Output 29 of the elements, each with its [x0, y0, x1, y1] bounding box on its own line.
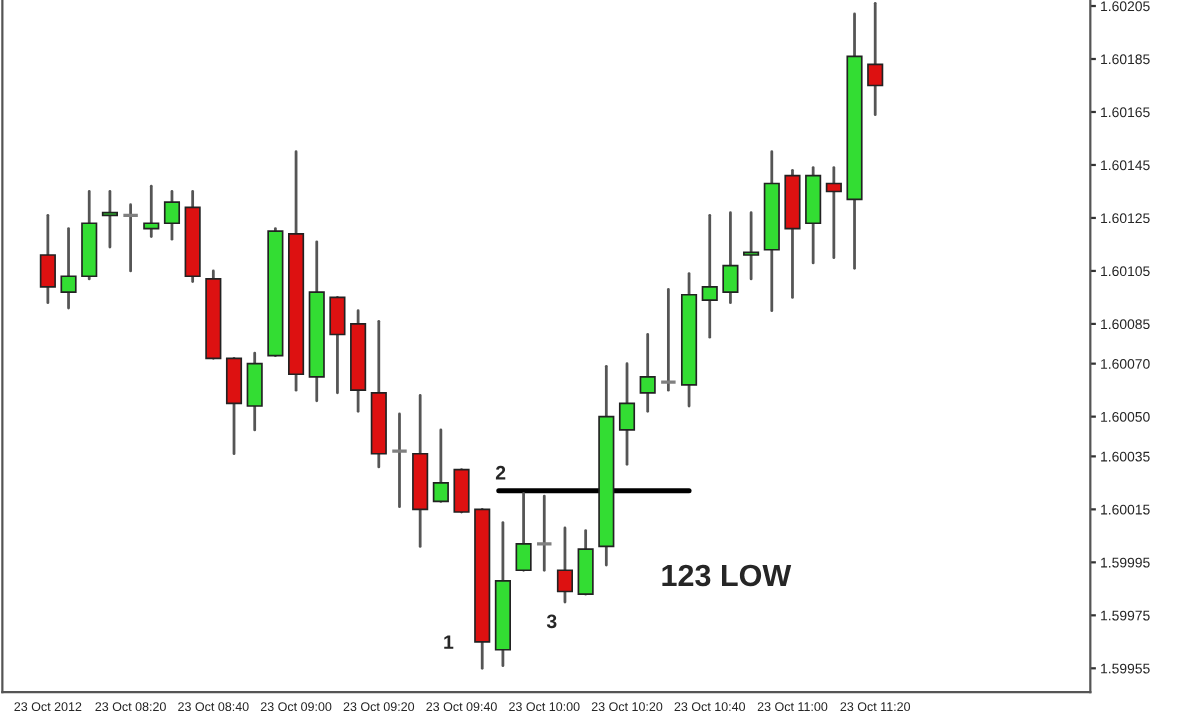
candlestick	[805, 166, 822, 265]
candlestick	[743, 211, 760, 281]
candlestick	[535, 494, 554, 572]
candlestick	[659, 288, 678, 392]
candlestick	[556, 526, 574, 604]
candlestick	[722, 211, 739, 305]
candlestick	[867, 1, 884, 117]
candlestick	[246, 351, 263, 432]
annotation: 1	[444, 635, 454, 649]
candlestick	[453, 468, 470, 514]
annotation: 3	[546, 614, 557, 629]
candlestick	[618, 362, 636, 466]
candlestick	[329, 296, 346, 395]
annotation: 123 LOW	[662, 564, 792, 587]
candlestick	[39, 213, 56, 305]
candlestick	[390, 412, 409, 509]
candlestick	[225, 356, 243, 456]
candlestick	[60, 227, 77, 310]
annotation: 2	[495, 465, 506, 480]
candlestick	[825, 166, 842, 260]
candlestick	[701, 213, 718, 339]
candlestick	[143, 184, 160, 238]
candlestick	[432, 428, 449, 503]
candlestick	[101, 190, 118, 249]
candlestick	[577, 529, 594, 596]
candlestick	[515, 492, 532, 572]
candlestick	[639, 333, 656, 413]
candlestick	[163, 190, 181, 241]
candlestick	[121, 203, 140, 273]
